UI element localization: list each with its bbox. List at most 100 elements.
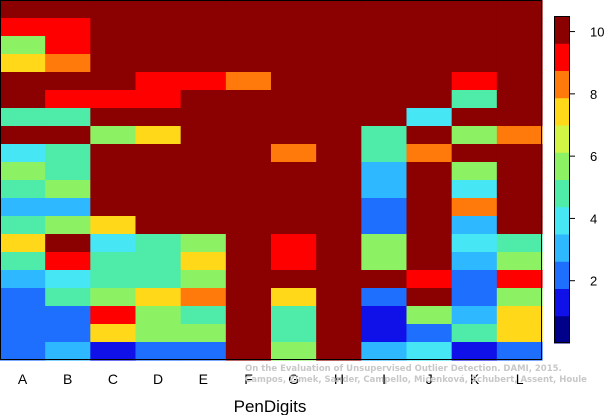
- heatmap-cell-E-6: [180, 108, 227, 127]
- heatmap-cell-F-6: [225, 108, 272, 127]
- colorbar-segment-4: [554, 206, 570, 235]
- heatmap-cell-B-7: [45, 126, 91, 145]
- heatmap-cell-K-8: [451, 144, 498, 163]
- heatmap-cell-C-3: [90, 54, 137, 73]
- heatmap-cell-F-19: [225, 342, 272, 361]
- heatmap-cell-A-16: [0, 288, 46, 307]
- heatmap-cell-B-0: [45, 0, 91, 19]
- heatmap-cell-L-18: [496, 324, 543, 343]
- heatmap-cell-D-2: [135, 36, 182, 55]
- heatmap-cell-J-16: [406, 288, 453, 307]
- heatmap-cell-J-17: [406, 306, 453, 325]
- heatmap-cell-G-3: [271, 54, 317, 73]
- heatmap-cell-C-19: [90, 342, 137, 361]
- heatmap-cell-C-18: [90, 324, 137, 343]
- colorbar-segment-2: [554, 261, 570, 289]
- x-tick-label-F: F: [244, 371, 253, 387]
- colorbar: [554, 16, 570, 344]
- heatmap-cell-C-4: [90, 72, 137, 91]
- colorbar-segment-3: [554, 234, 570, 262]
- heatmap-cell-A-13: [0, 234, 46, 253]
- heatmap-cell-B-9: [45, 162, 91, 181]
- heatmap-cell-G-17: [271, 306, 317, 325]
- heatmap-cell-H-13: [316, 234, 362, 253]
- heatmap-cell-L-10: [496, 180, 543, 199]
- heatmap-cell-C-2: [90, 36, 137, 55]
- heatmap-cell-K-5: [451, 90, 498, 109]
- heatmap-cell-I-11: [361, 198, 408, 217]
- heatmap-cell-K-12: [451, 216, 498, 235]
- heatmap-cell-H-10: [316, 180, 362, 199]
- heatmap-cell-B-15: [45, 270, 91, 289]
- colorbar-segment-8: [554, 97, 570, 126]
- heatmap-cell-H-8: [316, 144, 362, 163]
- heatmap-cell-L-13: [496, 234, 543, 253]
- heatmap-cell-A-2: [0, 36, 46, 55]
- heatmap-cell-E-15: [180, 270, 227, 289]
- heatmap-cell-J-19: [406, 342, 453, 361]
- heatmap-cell-E-8: [180, 144, 227, 163]
- heatmap-cell-E-12: [180, 216, 227, 235]
- heatmap-cell-E-18: [180, 324, 227, 343]
- heatmap-cell-A-11: [0, 198, 46, 217]
- heatmap-cell-H-18: [316, 324, 362, 343]
- heatmap-cell-F-0: [225, 0, 272, 19]
- heatmap-cell-K-3: [451, 54, 498, 73]
- heatmap-cell-H-7: [316, 126, 362, 145]
- heatmap-cell-G-5: [271, 90, 317, 109]
- colorbar-tick-label-6: 6: [590, 149, 597, 164]
- heatmap-cell-B-5: [45, 90, 91, 109]
- heatmap-cell-J-8: [406, 144, 453, 163]
- heatmap-cell-D-4: [135, 72, 182, 91]
- heatmap-cell-E-16: [180, 288, 227, 307]
- heatmap-cell-A-14: [0, 252, 46, 271]
- heatmap-cell-L-11: [496, 198, 543, 217]
- colorbar-tick-label-2: 2: [590, 274, 597, 289]
- heatmap-cell-C-7: [90, 126, 137, 145]
- heatmap-cell-G-18: [271, 324, 317, 343]
- heatmap-cell-B-11: [45, 198, 91, 217]
- heatmap-cell-I-6: [361, 108, 408, 127]
- colorbar-segment-1: [554, 288, 570, 317]
- heatmap-cell-A-19: [0, 342, 46, 361]
- heatmap-cell-I-10: [361, 180, 408, 199]
- heatmap-cell-J-5: [406, 90, 453, 109]
- heatmap-cell-I-19: [361, 342, 408, 361]
- heatmap-cell-E-5: [180, 90, 227, 109]
- heatmap-cell-A-5: [0, 90, 46, 109]
- colorbar-tick-label-10: 10: [590, 25, 604, 40]
- x-tick-label-A: A: [18, 371, 28, 387]
- heatmap-cell-L-5: [496, 90, 543, 109]
- heatmap-cell-H-2: [316, 36, 362, 55]
- heatmap-cell-D-16: [135, 288, 182, 307]
- heatmap-cell-A-0: [0, 0, 46, 19]
- heatmap-cell-D-7: [135, 126, 182, 145]
- heatmap-cell-L-17: [496, 306, 543, 325]
- heatmap-cell-G-15: [271, 270, 317, 289]
- heatmap-cell-K-17: [451, 306, 498, 325]
- heatmap-cell-I-3: [361, 54, 408, 73]
- heatmap-cell-B-1: [45, 18, 91, 37]
- heatmap-cell-I-8: [361, 144, 408, 163]
- heatmap-cell-D-12: [135, 216, 182, 235]
- heatmap-cell-G-13: [271, 234, 317, 253]
- heatmap-cell-L-8: [496, 144, 543, 163]
- heatmap-cell-K-4: [451, 72, 498, 91]
- heatmap-cell-F-17: [225, 306, 272, 325]
- heatmap-cell-I-7: [361, 126, 408, 145]
- heatmap-cell-F-2: [225, 36, 272, 55]
- x-tick-label-E: E: [199, 371, 208, 387]
- heatmap-cell-E-13: [180, 234, 227, 253]
- heatmap-cell-B-12: [45, 216, 91, 235]
- heatmap-cell-K-18: [451, 324, 498, 343]
- heatmap-cell-C-13: [90, 234, 137, 253]
- credit-line-2: Campos, Zimek, Sander, Campello, Micenko…: [245, 375, 587, 385]
- heatmap-cell-A-18: [0, 324, 46, 343]
- heatmap-cell-D-9: [135, 162, 182, 181]
- heatmap-cell-E-9: [180, 162, 227, 181]
- x-tick-label-G: G: [288, 371, 299, 387]
- heatmap-cell-D-19: [135, 342, 182, 361]
- heatmap-cell-G-6: [271, 108, 317, 127]
